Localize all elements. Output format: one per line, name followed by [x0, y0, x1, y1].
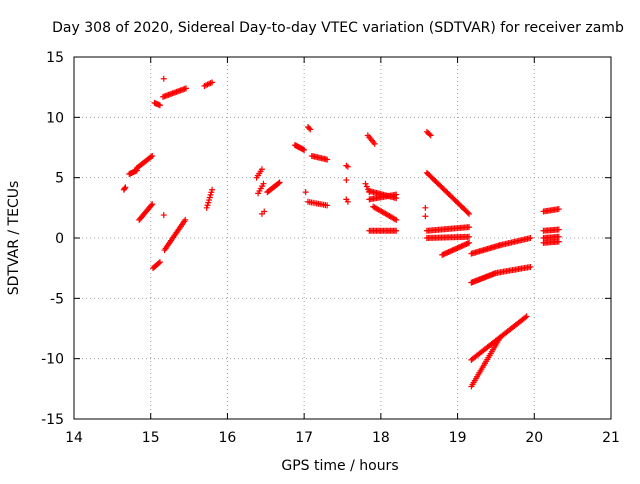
data-point-plus-marker — [466, 239, 473, 246]
data-point-plus-marker — [466, 233, 473, 240]
data-point-plus-marker — [422, 204, 429, 211]
data-point-plus-marker — [363, 183, 370, 190]
data-point-plus-marker — [466, 210, 473, 217]
data-point-plus-marker — [527, 263, 534, 270]
data-point-plus-marker — [149, 201, 156, 208]
data-point-plus-marker — [121, 185, 128, 192]
data-point-plus-marker — [324, 156, 331, 163]
y-tick-label: 5 — [55, 171, 64, 187]
data-point-plus-marker — [307, 126, 314, 133]
chart-title: Day 308 of 2020, Sidereal Day-to-day VTE… — [52, 20, 624, 36]
data-point-plus-marker — [324, 202, 331, 209]
data-point-plus-marker — [464, 209, 471, 216]
data-point-plus-marker — [148, 153, 155, 160]
data-point-plus-marker — [427, 132, 434, 139]
data-point-plus-marker — [362, 180, 369, 187]
data-point-plus-marker — [261, 208, 268, 215]
data-point-plus-marker — [393, 216, 400, 223]
y-tick-label: 15 — [46, 50, 64, 66]
data-points — [120, 75, 562, 390]
data-point-plus-marker — [301, 146, 308, 153]
data-point-plus-marker — [209, 79, 216, 86]
data-point-plus-marker — [391, 216, 398, 223]
x-tick-label: 18 — [372, 430, 390, 446]
data-point-plus-marker — [555, 226, 562, 233]
data-point-plus-marker — [276, 179, 283, 186]
data-point-plus-marker — [209, 186, 216, 193]
y-tick-label: -10 — [41, 352, 64, 368]
data-point-plus-marker — [148, 202, 155, 209]
data-point-plus-marker — [523, 313, 530, 320]
y-axis-label: SDTVAR / TECUs — [6, 181, 22, 296]
data-point-plus-marker — [496, 335, 503, 342]
x-tick-label: 21 — [602, 430, 620, 446]
data-point-plus-marker — [302, 189, 309, 196]
y-tick-label: -5 — [50, 291, 64, 307]
data-point-plus-marker — [122, 184, 129, 191]
x-tick-label: 17 — [295, 430, 313, 446]
data-point-plus-marker — [160, 212, 167, 219]
data-point-plus-marker — [344, 163, 351, 170]
y-tick-label: -15 — [41, 412, 64, 428]
data-point-plus-marker — [527, 235, 534, 241]
y-axis-ticks: -15 -10 -5 0 5 10 15 — [41, 50, 611, 428]
x-axis-ticks: 14 15 16 17 18 19 20 21 — [65, 57, 620, 446]
x-tick-label: 20 — [525, 430, 543, 446]
data-point-plus-marker — [344, 198, 351, 205]
data-point-plus-marker — [393, 191, 400, 198]
data-point-plus-marker — [182, 216, 189, 223]
x-tick-label: 19 — [449, 430, 467, 446]
data-point-plus-marker — [422, 213, 429, 220]
data-point-plus-marker — [156, 102, 163, 109]
data-point-plus-marker — [426, 131, 433, 138]
data-point-plus-marker — [555, 206, 562, 213]
data-point-plus-marker — [466, 224, 473, 231]
data-point-plus-marker — [160, 75, 167, 82]
data-point-plus-marker — [260, 180, 267, 187]
data-point-plus-marker — [555, 238, 562, 245]
data-point-plus-marker — [156, 259, 163, 266]
x-tick-label: 16 — [219, 430, 237, 446]
x-tick-label: 15 — [142, 430, 160, 446]
x-tick-label: 14 — [65, 430, 83, 446]
x-axis-label: GPS time / hours — [281, 458, 398, 474]
data-point-plus-marker — [522, 314, 529, 321]
y-tick-label: 10 — [46, 110, 64, 126]
data-point-plus-marker — [393, 227, 400, 234]
data-point-plus-marker — [183, 85, 190, 92]
data-point-plus-marker — [155, 260, 162, 267]
data-point-plus-marker — [275, 180, 282, 187]
data-point-plus-marker — [371, 140, 378, 147]
data-point-plus-marker — [306, 125, 313, 132]
data-point-plus-marker — [149, 152, 156, 159]
y-tick-label: 0 — [55, 231, 64, 247]
data-point-plus-marker — [258, 166, 265, 173]
data-point-plus-marker — [343, 177, 350, 184]
